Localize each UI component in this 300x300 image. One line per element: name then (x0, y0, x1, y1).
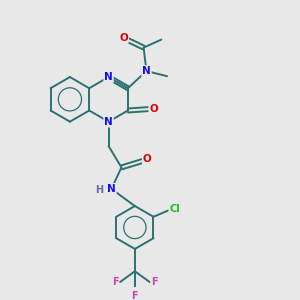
Text: F: F (112, 277, 119, 287)
Text: N: N (142, 66, 151, 76)
Text: O: O (143, 154, 152, 164)
Text: N: N (104, 117, 113, 127)
Text: Cl: Cl (169, 204, 180, 214)
Text: H: H (95, 185, 104, 195)
Text: F: F (151, 277, 158, 287)
Text: O: O (119, 33, 128, 43)
Text: N: N (104, 72, 113, 82)
Text: F: F (132, 291, 138, 300)
Text: N: N (107, 184, 116, 194)
Text: O: O (149, 104, 158, 114)
